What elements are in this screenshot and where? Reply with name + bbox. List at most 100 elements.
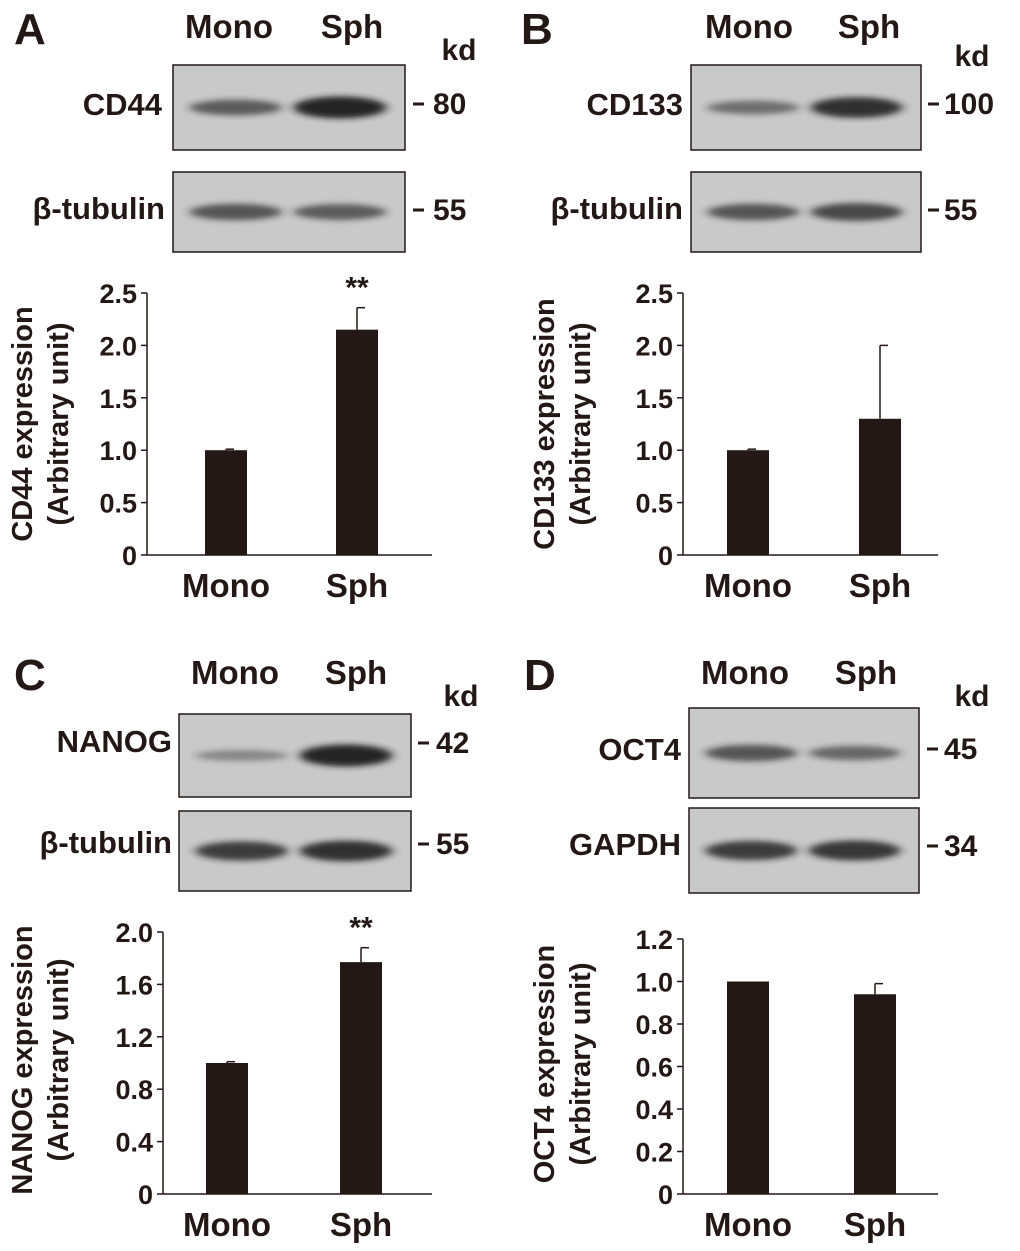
kd-value-42: 42 xyxy=(436,727,469,760)
protein-band xyxy=(810,203,903,221)
protein-band xyxy=(299,840,393,862)
protein-label-beta-tubulin-a: β-tubulin xyxy=(32,191,165,226)
y-axis-unit-label: (Arbitrary unit) xyxy=(565,963,597,1166)
y-axis-label: CD44 expression xyxy=(7,306,39,541)
y-tick-label: 1.0 xyxy=(635,436,673,466)
protein-label-cd44: CD44 xyxy=(83,87,163,122)
protein-label-beta-tubulin-c: β-tubulin xyxy=(39,825,172,860)
kd-value-55: 55 xyxy=(436,828,469,861)
kd-value-55: 55 xyxy=(433,194,466,227)
western-blot-nanog xyxy=(178,713,412,798)
kd-value-80: 80 xyxy=(433,88,466,121)
western-blot-cd133 xyxy=(690,64,922,151)
protein-band xyxy=(705,840,798,861)
y-tick-label: 1.5 xyxy=(99,384,137,414)
x-category-label: Sph xyxy=(844,1206,906,1243)
bar-chart-cd133: 0 0.5 1.0 1.5 2.0 2.5 Mono Sph CD133 expression(… xyxy=(529,279,938,604)
y-tick-label: 2.0 xyxy=(99,331,137,361)
bar-sph xyxy=(859,418,901,555)
kd-unit-label-d: kd xyxy=(954,680,989,713)
western-blot-gapdh xyxy=(688,807,920,894)
western-blot-cd44 xyxy=(172,64,406,151)
y-tick-label: 1.6 xyxy=(115,970,153,1000)
y-tick-label: 2.0 xyxy=(115,918,153,948)
bar-chart-oct4: 0 0.2 0.4 0.6 0.8 1.0 1.2 Mono Sph OCT4 expressio… xyxy=(529,925,938,1243)
protein-band xyxy=(808,840,901,861)
y-tick-label: 2.5 xyxy=(635,279,673,309)
y-axis-unit-label: (Arbitrary unit) xyxy=(43,323,75,526)
protein-band xyxy=(705,744,798,762)
kd-value-45: 45 xyxy=(944,733,977,766)
protein-label-beta-tubulin-b: β-tubulin xyxy=(550,191,683,226)
western-blot-oct4 xyxy=(688,707,920,799)
protein-band xyxy=(707,100,800,115)
x-category-label: Mono xyxy=(704,1206,792,1243)
y-axis-label: CD133 expression xyxy=(529,298,561,549)
y-tick-label: 0.5 xyxy=(99,489,137,519)
y-tick-label: 2.5 xyxy=(99,279,137,309)
y-tick-label: 0 xyxy=(658,1180,673,1210)
lane-label-mono-c: Mono xyxy=(191,654,279,691)
kd-value-100: 100 xyxy=(944,88,994,121)
protein-band xyxy=(293,204,387,220)
protein-band xyxy=(195,841,289,861)
bar-mono xyxy=(727,981,769,1194)
panel-label-a: A xyxy=(14,5,46,54)
protein-label-cd133: CD133 xyxy=(587,87,684,122)
y-axis-unit-label: (Arbitrary unit) xyxy=(565,323,597,526)
lane-label-mono-d: Mono xyxy=(701,654,789,691)
lane-label-sph-d: Sph xyxy=(835,654,897,691)
y-tick-label: 1.5 xyxy=(635,384,673,414)
panel-d: D Mono Sph kd OCT4 45 GAPDH 34 0 0.2 0.4 0.… xyxy=(524,651,990,1243)
bar-sph xyxy=(336,329,378,555)
y-tick-label: 0 xyxy=(122,541,137,571)
lane-label-sph-a: Sph xyxy=(321,8,383,45)
y-axis-label: OCT4 expression xyxy=(529,945,561,1184)
kd-unit-label-a: kd xyxy=(441,34,476,67)
y-tick-label: 0 xyxy=(658,541,673,571)
x-category-label: Sph xyxy=(330,1206,392,1243)
protein-band xyxy=(195,750,289,761)
y-axis-unit-label: (Arbitrary unit) xyxy=(43,959,75,1162)
western-blot-beta-tubulin-b xyxy=(690,171,922,253)
y-axis-label: NANOG expression xyxy=(7,925,39,1194)
protein-band xyxy=(189,203,283,221)
y-tick-label: 0.5 xyxy=(635,489,673,519)
protein-label-oct4: OCT4 xyxy=(598,732,681,767)
kd-unit-label-b: kd xyxy=(954,40,989,73)
lane-label-sph-b: Sph xyxy=(838,8,900,45)
x-category-label: Mono xyxy=(183,1206,271,1243)
protein-band xyxy=(810,97,903,118)
y-tick-label: 0.8 xyxy=(635,1010,673,1040)
protein-band xyxy=(808,745,901,761)
x-category-label: Sph xyxy=(849,567,911,604)
significance-marker: ** xyxy=(349,912,373,945)
bar-mono xyxy=(205,450,247,555)
y-tick-label: 2.0 xyxy=(635,331,673,361)
lane-label-sph-c: Sph xyxy=(325,654,387,691)
significance-marker: ** xyxy=(345,272,369,305)
western-blot-beta-tubulin-a xyxy=(172,171,406,253)
x-category-label: Sph xyxy=(326,567,388,604)
y-tick-label: 1.0 xyxy=(99,436,137,466)
y-tick-label: 1.0 xyxy=(635,968,673,998)
panel-c: C Mono Sph kd NANOG 42 β-tubulin 55 0 0.4… xyxy=(7,651,479,1243)
bar-mono xyxy=(206,1063,248,1194)
y-tick-label: 0 xyxy=(138,1180,153,1210)
panel-a: A Mono Sph kd CD44 80 β-tubulin 55 0 0.5 1… xyxy=(7,5,477,604)
panel-label-c: C xyxy=(14,651,46,700)
y-tick-label: 1.2 xyxy=(115,1023,153,1053)
y-tick-label: 0.2 xyxy=(635,1138,673,1168)
kd-unit-label-c: kd xyxy=(443,680,478,713)
bar-chart-nanog: 0 0.4 0.8 1.2 1.6 2.0 Mono ** Sph NANOG expressio… xyxy=(7,912,432,1243)
protein-band xyxy=(189,99,283,116)
y-tick-label: 0.4 xyxy=(115,1128,153,1158)
bar-chart-cd44: 0 0.5 1.0 1.5 2.0 2.5 Mono ** Sph CD44 expression… xyxy=(7,272,432,604)
panel-label-d: D xyxy=(524,651,556,700)
bar-sph xyxy=(854,994,896,1194)
protein-band xyxy=(707,203,800,221)
kd-value-34: 34 xyxy=(944,830,978,863)
lane-label-mono-b: Mono xyxy=(705,8,793,45)
protein-band xyxy=(299,744,393,767)
